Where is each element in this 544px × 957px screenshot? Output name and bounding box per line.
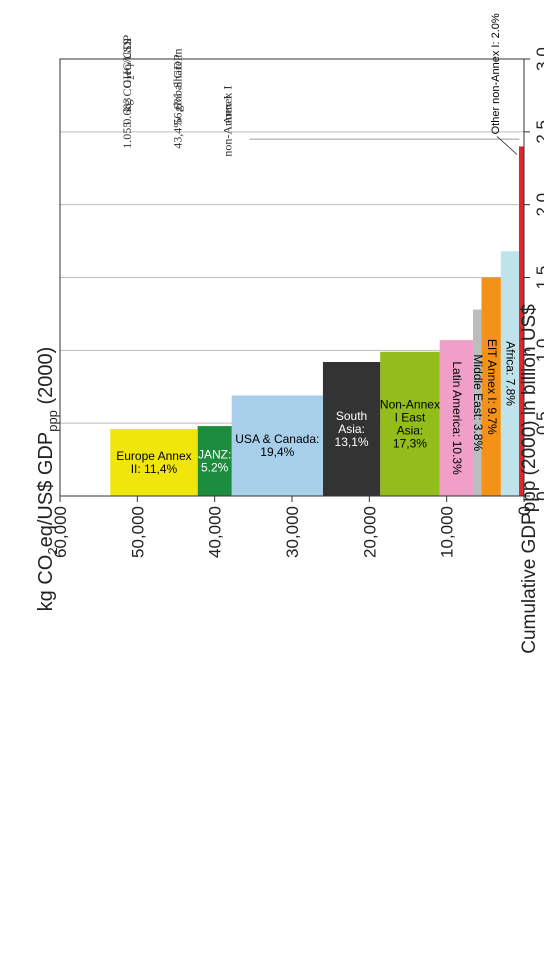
- value-tick-label: 3.0: [533, 47, 544, 71]
- bar-label: EIT Annex I: 9.7%: [485, 339, 499, 435]
- gdp-tick-label: 10,000: [438, 506, 457, 558]
- ghg-gdp-value: 0.683: [120, 98, 134, 125]
- bar-label: Africa: 7.8%: [504, 341, 518, 406]
- bar: [231, 395, 323, 496]
- bar: [380, 351, 440, 496]
- value-tick-label: 0.5: [533, 411, 544, 435]
- bar-label-line: Europe Annex: [116, 449, 191, 463]
- axis-title-cumulative-gdp: Cumulative GDPppp (2000) in billion US$: [519, 304, 540, 654]
- share-value: 43,4%: [170, 118, 184, 149]
- value-tick-label: 2.5: [533, 120, 544, 144]
- bar-label: JANZ: 5.2%: [198, 448, 231, 475]
- bar-label: Europe Annex II: 11,4%: [116, 449, 191, 476]
- ghg-gdp-value: 1.055: [120, 122, 134, 149]
- annex-i-label: Annex I: [221, 86, 235, 125]
- bar: [481, 277, 501, 496]
- gdp-tick-label: 40,000: [206, 506, 225, 558]
- gdp-tick-label: 20,000: [360, 506, 379, 558]
- ghg-gdp-unit: kg CO2eq/US$: [120, 39, 136, 111]
- gdp-tick-label: 0: [515, 506, 534, 515]
- gdp-tick-label: 30,000: [283, 506, 302, 558]
- value-tick-label: 0: [533, 491, 544, 500]
- ghg-gdp-unit-sub: 2: [126, 75, 136, 80]
- bar-label-line: Non-Annex: [380, 397, 440, 411]
- bar-label-line: II: 11,4%: [131, 462, 178, 476]
- ghg-gdp-unit-tail: eq/US$: [120, 39, 134, 75]
- bar-label: Latin America: 10.3%: [450, 361, 464, 475]
- bar: [472, 309, 482, 496]
- bar-label: Other non-Annex I: 2.0%: [490, 13, 502, 134]
- bar-layer: [110, 146, 524, 496]
- bar-label-line: JANZ:: [198, 448, 231, 462]
- value-tick-label: 2.0: [533, 193, 544, 217]
- bar-label-line: South: [336, 409, 367, 423]
- bar-label-line: USA & Canada:: [235, 432, 319, 446]
- bar: [110, 428, 198, 496]
- bar-label-line: 17,3%: [393, 436, 427, 450]
- ghg-gdp-header: GHG/GDP: [120, 34, 134, 88]
- bar-label-line: 19,4%: [260, 445, 294, 459]
- non-annex-i-label: non-Annex I: [221, 96, 235, 157]
- bar: [518, 146, 524, 496]
- bar-leader-line: [496, 136, 518, 155]
- bar-label: Middle East: 3.8%: [471, 354, 485, 451]
- chart-title: kg CO2eq/US$ GDPppp (2000): [35, 347, 60, 612]
- share-header: Share in: [170, 48, 184, 88]
- axis-layer: 0 0.5 1.0 1.5 2.0 2.5 3.0 0 10,000 20,000 30,000 40…: [51, 47, 544, 558]
- bar-label: USA & Canada: 19,4%: [235, 432, 319, 459]
- bar-label-line: I East: [395, 410, 426, 424]
- bar-label-line: 13,1%: [335, 435, 369, 449]
- value-tick-label: 1.5: [533, 266, 544, 290]
- share-header: global GDP: [170, 54, 184, 111]
- label-layer: Other non-Annex I: 2.0% Africa: 7.8% EIT A…: [116, 13, 517, 476]
- bar-label-line: Asia:: [397, 423, 424, 437]
- rotated-chart: 0 0.5 1.0 1.5 2.0 2.5 3.0 0 10,000 20,000 30,000 40…: [35, 13, 544, 654]
- bar: [500, 251, 519, 496]
- gdp-tick-label: 60,000: [51, 506, 70, 558]
- gdp-tick-label: 50,000: [128, 506, 147, 558]
- bar: [322, 361, 381, 496]
- bar-label: South Asia: 13,1%: [335, 409, 369, 449]
- bar: [197, 426, 232, 496]
- bar-label-line: 5.2%: [201, 461, 229, 475]
- bar-label: Non-Annex I East Asia: 17,3%: [380, 397, 440, 450]
- bar: [439, 340, 473, 496]
- value-tick-label: 1.0: [533, 339, 544, 363]
- bar-label-line: Asia:: [338, 422, 365, 436]
- share-value: 56,6%: [170, 94, 184, 125]
